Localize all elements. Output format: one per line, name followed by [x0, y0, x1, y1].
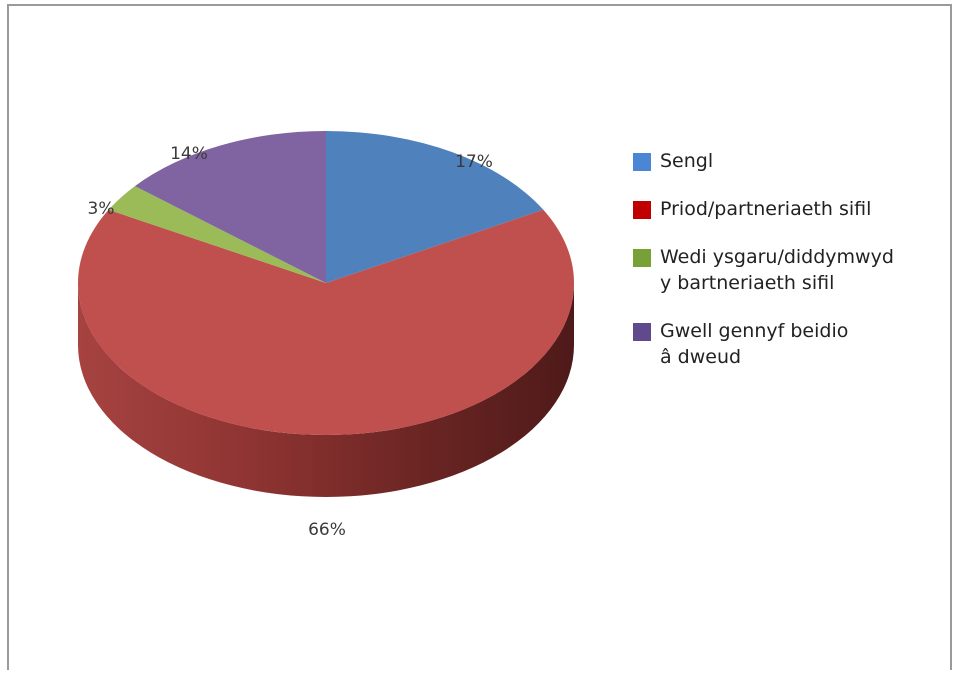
- legend-swatch: [633, 249, 651, 267]
- legend-label: Gwell gennyf beidio: [660, 320, 849, 342]
- legend-label: y bartneriaeth sifil: [660, 272, 835, 294]
- legend-item-wedi-ysgaru-diddymwyd-y-bartneriaeth-sifil: Wedi ysgaru/diddymwyd y bartneriaeth sifi…: [633, 244, 933, 296]
- legend-swatch: [633, 323, 651, 341]
- pie-side-priod-partneriaeth-sifil: [78, 283, 574, 497]
- legend-item-priod-partneriaeth-sifil: Priod/partneriaeth sifil: [633, 196, 933, 222]
- data-label-wedi-ysgaru-diddymwyd-y-bartneriaeth-sifil: 3%: [88, 199, 115, 219]
- pie-slice-wedi-ysgaru-diddymwyd-y-bartneriaeth-sifil: [108, 186, 327, 283]
- legend-swatch: [633, 201, 651, 219]
- pie-slice-sengl: [326, 131, 544, 283]
- legend-swatch: [633, 153, 651, 171]
- legend-label: Sengl: [660, 150, 714, 172]
- legend-label: Priod/partneriaeth sifil: [660, 198, 872, 220]
- pie-slice-priod-partneriaeth-sifil: [77, 209, 575, 435]
- pie-slice-gwell-gennyf-beidio-a-dweud: [134, 131, 326, 283]
- data-label-priod-partneriaeth-sifil: 66%: [308, 520, 346, 540]
- legend-item-gwell-gennyf-beidio-a-dweud: Gwell gennyf beidio â dweud: [633, 318, 933, 370]
- data-label-gwell-gennyf-beidio-a-dweud: 14%: [170, 144, 208, 164]
- chart-frame: [7, 4, 952, 670]
- legend-item-sengl: Sengl: [633, 148, 933, 174]
- legend-label: â dweud: [660, 346, 742, 368]
- legend-label: Wedi ysgaru/diddymwyd: [660, 246, 894, 268]
- data-label-sengl: 17%: [455, 152, 493, 172]
- legend: Sengl Priod/partneriaeth sifil Wedi ysgaru…: [633, 148, 933, 392]
